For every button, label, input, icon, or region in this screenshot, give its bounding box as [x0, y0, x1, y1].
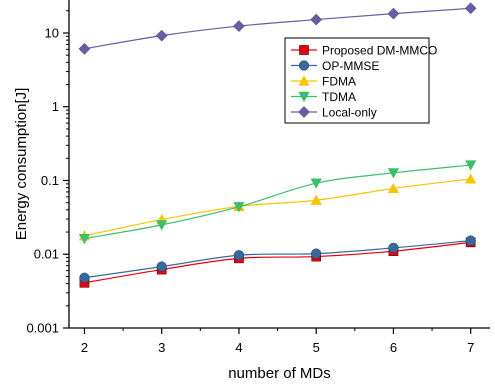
y-tick-label: 10	[45, 25, 59, 40]
series-tdma	[78, 160, 477, 245]
data-point	[465, 173, 477, 184]
data-point	[387, 168, 400, 179]
data-point	[79, 272, 90, 283]
series-line	[84, 241, 471, 284]
legend-marker	[299, 45, 309, 55]
x-tick-label: 4	[235, 340, 242, 355]
data-point	[387, 7, 400, 20]
legend-marker	[298, 91, 310, 103]
x-tick-label: 2	[81, 340, 88, 355]
data-point	[233, 202, 245, 213]
data-point	[310, 178, 322, 189]
x-tick-label: 3	[158, 340, 165, 355]
y-tick-label: 1	[52, 99, 59, 114]
data-point	[233, 250, 245, 261]
series-line	[84, 240, 471, 279]
x-tick-label: 7	[467, 340, 474, 355]
legend-item-local-only: Local-only	[291, 106, 377, 120]
legend-marker	[298, 75, 310, 86]
data-point	[156, 261, 167, 272]
legend-label: Proposed DM-MMCO	[322, 44, 437, 58]
data-point	[78, 233, 91, 245]
series-line	[84, 7, 471, 50]
data-point	[388, 242, 399, 253]
series-line	[84, 178, 471, 237]
series-fdma	[78, 173, 477, 241]
y-axis-label: Energy consumption[J]	[13, 88, 30, 241]
legend-label: Local-only	[322, 106, 377, 120]
y-tick-label: 0.01	[34, 247, 59, 262]
legend-marker	[298, 60, 310, 71]
x-tick-label: 5	[313, 340, 320, 355]
data-point	[310, 194, 322, 205]
data-point	[310, 13, 323, 26]
x-axis-label: number of MDs	[228, 365, 331, 382]
legend-label: OP-MMSE	[322, 59, 379, 73]
series-op-mmse	[79, 235, 476, 283]
series-proposed-dm-mmco	[79, 237, 476, 288]
legend-marker	[298, 106, 310, 118]
legend-item-fdma: FDMA	[291, 75, 356, 89]
legend-item-op-mmse: OP-MMSE	[291, 59, 379, 73]
series-local-only	[78, 2, 477, 55]
x-tick-label: 6	[390, 340, 397, 355]
data-point	[465, 160, 477, 171]
data-point	[78, 42, 91, 55]
series-line	[84, 164, 471, 240]
data-point	[156, 220, 168, 231]
legend-label: TDMA	[322, 90, 356, 104]
y-tick-label: 0.1	[41, 173, 59, 188]
legend-item-proposed-dm-mmco: Proposed DM-MMCO	[291, 44, 437, 58]
data-point	[387, 182, 400, 194]
data-point	[465, 235, 476, 246]
data-point	[311, 248, 322, 259]
plot-axes: 2 3 4 5 6 7 0.001 0.01 0.1 1 10	[26, 0, 490, 355]
series-layer	[78, 2, 477, 288]
legend-item-tdma: TDMA	[291, 90, 356, 104]
data-point	[233, 20, 245, 32]
legend-label: FDMA	[322, 75, 356, 89]
data-point	[155, 29, 168, 42]
y-tick-label: 0.001	[26, 321, 59, 336]
data-point	[464, 2, 477, 15]
